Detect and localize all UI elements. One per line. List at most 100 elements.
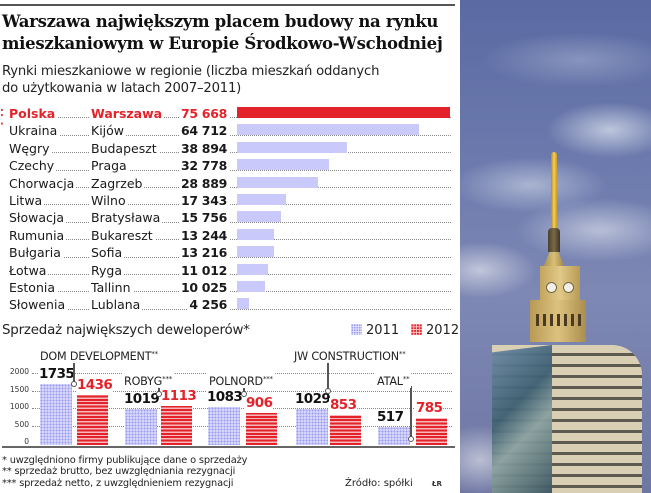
legend-2012: 2012 [411,323,459,339]
city-name: Praga [90,157,129,175]
country-name: Rumunia [9,226,67,244]
gridline [32,425,452,427]
country-name: Bułgaria [9,244,63,262]
leader-dots [12,273,451,275]
city-name: Warszawa [90,105,165,122]
source-label: Źródło: spółki [345,478,413,489]
footnote-1: * uwzględniono firmy publikujące dane o … [2,455,248,466]
country-name: Estonia [9,278,58,296]
bar-2011 [378,426,410,445]
developer-name: ROBYG*** [122,373,175,388]
title-line-2: mieszkaniowym w Europie Środkowo-Wschodn… [2,34,443,53]
value-2011: 517 [376,408,405,425]
country-name: Polska [9,105,58,122]
market-row: Słowacja Bratysława 15 756 [0,209,455,227]
value-label: 64 712 [178,122,230,140]
market-bar [237,141,347,153]
market-row: Słowenia Lublana 4 256 [0,296,455,314]
city-name: Bukareszt [90,226,155,244]
bar-2012 [77,394,108,445]
x-axis [2,446,455,448]
footnote-3: *** sprzedaż netto, z uwzględnieniem rez… [2,477,234,489]
value-label: 28 889 [178,174,230,192]
leader-dots [12,117,451,119]
leader-dots [12,256,451,258]
leader-dots [12,186,451,188]
subtitle-line-2: do użytkowania w latach 2007–2011) [2,81,242,96]
credit-label: ŁR [432,480,442,488]
country-name: Węgry [9,139,52,157]
value-label: 17 343 [178,191,230,209]
leader-dots [12,152,451,154]
infographic-panel: Warszawa największym placem budowy na ry… [0,4,460,489]
gridline [32,408,452,409]
market-bar [237,246,275,258]
subtitle-line-1: Rynki mieszkaniowe w regionie (liczba mi… [2,64,380,79]
clock-icon [546,282,557,293]
country-name: Słowacja [9,209,67,227]
leader-dots [12,308,451,310]
spire-base [548,228,560,252]
market-bar [237,107,450,118]
developer-name: POLNORD*** [207,373,275,388]
leader-line [156,386,161,397]
country-name: Ukraina [9,122,60,140]
leader-dots [12,221,451,223]
footnote-2: ** sprzedaż brutto, bez uwzględniania re… [2,466,236,478]
market-row: Bułgaria Sofia 13 216 [0,244,455,262]
city-name: Wilno [90,191,128,209]
value-label: 32 778 [178,157,230,175]
bar-2011 [208,407,240,445]
value-2012: 906 [245,395,274,412]
market-row: Łotwa Ryga 11 012 [0,261,455,279]
market-bar [237,176,319,188]
leader-dots [12,291,451,293]
value-label: 11 012 [178,261,230,279]
city-name: Budapeszt [90,139,159,157]
developers-bar-chart: 2000 1500 1000 500 0 1735 1436 DOM DEVELOPMENT*… [0,340,460,452]
country-name: Łotwa [9,261,49,279]
market-bar-chart: ⁚· Polska Warszawa 75 668 Ukraina Kijów 64 712… [0,105,460,314]
city-name: Tallinn [90,278,133,296]
title-line-1: Warszawa największym placem budowy na ry… [2,12,439,31]
highlight-marker-icon: ⁚· [0,108,4,130]
leader-line [241,386,246,397]
bar-2011 [40,384,72,445]
leader-dots [12,134,451,136]
bar-2011 [125,409,157,445]
value-label: 13 216 [178,244,230,262]
market-bar [237,298,249,310]
legend-label-2011: 2011 [366,323,400,338]
value-label: 38 894 [178,139,230,157]
legend-2011: 2011 [351,323,399,339]
value-2011: 1029 [294,390,332,407]
leader-dots [12,239,451,241]
city-name: Sofia [90,244,125,262]
country-name: Słowenia [9,296,68,314]
market-bar [237,228,275,240]
market-row: Rumunia Bukareszt 13 244 [0,226,455,244]
legend-label-2012: 2012 [426,323,460,338]
tower-top [543,252,565,268]
value-label: 4 256 [187,296,230,314]
value-label: 75 668 [178,105,230,122]
bar-2011 [296,408,328,445]
value-2012: 785 [415,399,444,416]
city-name: Kijów [90,122,127,140]
y-tick-label: 1500 [9,384,29,394]
city-name: Zagrzeb [90,174,145,192]
bar-2012 [246,413,277,445]
leader-dots [12,169,451,171]
value-label: 13 244 [178,226,230,244]
footnotes: * uwzględniono firmy publikujące dane o … [2,455,247,489]
value-2012: 1113 [160,388,198,405]
leader-line [71,360,76,387]
developers-chart-title: Sprzedaż największych deweloperów* [2,323,250,338]
market-bar [237,211,282,223]
value-2012: 1436 [76,376,114,393]
tower-base [530,300,586,342]
market-row: Czechy Praga 32 778 [0,157,455,175]
legend-swatch-2011 [351,324,362,335]
market-row: Chorwacja Zagrzeb 28 889 [0,174,455,192]
leader-line [325,360,330,394]
